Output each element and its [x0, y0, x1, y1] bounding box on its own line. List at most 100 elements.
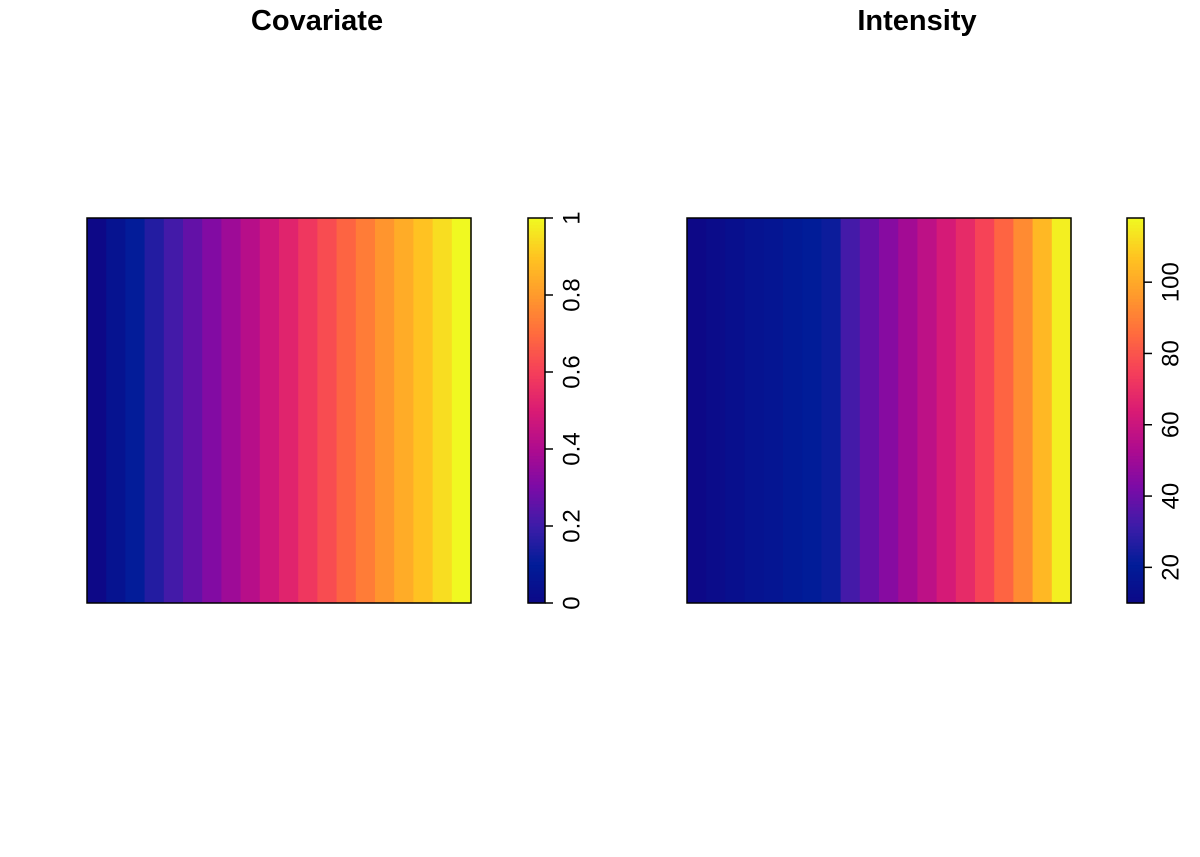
covariate-colorbar-band	[528, 420, 545, 424]
intensity-cell-16	[994, 218, 1014, 603]
intensity-colorbar-band	[1127, 218, 1144, 222]
covariate-colorbar-band	[528, 262, 545, 267]
covariate-cell-18	[432, 218, 453, 603]
intensity-colorbar-tick-label: 60	[1158, 411, 1185, 438]
intensity-cell-9	[859, 218, 880, 603]
intensity-colorbar-band	[1127, 493, 1144, 498]
intensity-cell-5	[783, 218, 803, 603]
covariate-colorbar-band	[528, 519, 545, 524]
covariate-colorbar-band	[528, 288, 545, 293]
covariate-colorbar-band	[528, 291, 545, 296]
intensity-colorbar-band	[1127, 262, 1144, 267]
intensity-colorbar-band	[1127, 317, 1144, 322]
intensity-cell-11	[898, 218, 918, 603]
covariate-colorbar-band	[528, 465, 545, 469]
intensity-colorbar-band	[1127, 577, 1144, 582]
intensity-colorbar-band	[1127, 285, 1144, 290]
intensity-cell-15	[975, 218, 995, 603]
intensity-colorbar-band	[1127, 359, 1144, 363]
covariate-colorbar-band	[528, 429, 545, 434]
covariate-colorbar-band	[528, 580, 545, 585]
covariate-cell-5	[183, 218, 203, 603]
covariate-colorbar-band	[528, 590, 545, 594]
intensity-colorbar-band	[1127, 471, 1144, 476]
intensity-colorbar-band	[1127, 391, 1144, 396]
covariate-colorbar-band	[528, 311, 545, 315]
covariate-colorbar-band	[528, 416, 545, 421]
covariate-colorbar-band	[528, 554, 545, 559]
covariate-panel: Covariate 0 0.2 0.4 0.6 0.8 1	[86, 5, 586, 610]
covariate-colorbar-band	[528, 304, 545, 309]
intensity-colorbar-band	[1127, 291, 1144, 296]
intensity-colorbar-band	[1127, 509, 1144, 514]
covariate-colorbar-band	[528, 577, 545, 582]
covariate-cell-12	[317, 218, 338, 603]
intensity-colorbar-band	[1127, 535, 1144, 540]
covariate-colorbar-band	[528, 285, 545, 290]
covariate-colorbar-band	[528, 532, 545, 537]
covariate-cell-8	[240, 218, 261, 603]
intensity-colorbar-band	[1127, 365, 1144, 370]
intensity-colorbar-band	[1127, 522, 1144, 527]
covariate-colorbar-tick-label: 0.8	[559, 278, 586, 311]
covariate-colorbar-band	[528, 586, 545, 591]
intensity-cell-6	[802, 218, 822, 603]
intensity-colorbar-band	[1127, 343, 1144, 347]
intensity-colorbar-band	[1127, 384, 1144, 389]
covariate-colorbar-band	[528, 445, 545, 450]
intensity-colorbar-band	[1127, 234, 1144, 238]
covariate-colorbar: 0 0.2 0.4 0.6 0.8 1	[527, 211, 586, 610]
intensity-colorbar-band	[1127, 272, 1144, 277]
covariate-colorbar-tick-label: 0.4	[559, 432, 586, 465]
intensity-colorbar-band	[1127, 275, 1144, 280]
covariate-colorbar-band	[528, 503, 545, 508]
intensity-colorbar-band	[1127, 362, 1144, 367]
intensity-cell-10	[879, 218, 899, 603]
covariate-colorbar-band	[528, 234, 545, 238]
covariate-colorbar-band	[528, 327, 545, 331]
intensity-colorbar-band	[1127, 461, 1144, 466]
intensity-colorbar-band	[1127, 298, 1144, 303]
covariate-colorbar-band	[528, 375, 545, 380]
covariate-colorbar-band	[528, 522, 545, 527]
intensity-colorbar-band	[1127, 586, 1144, 591]
covariate-colorbar-band	[528, 561, 545, 566]
covariate-colorbar-band	[528, 583, 545, 588]
intensity-colorbar-band	[1127, 458, 1144, 463]
intensity-colorbar-band	[1127, 378, 1144, 383]
intensity-colorbar-band	[1127, 327, 1144, 331]
covariate-colorbar-band	[528, 458, 545, 463]
covariate-cell-2	[125, 218, 146, 603]
covariate-colorbar-band	[528, 259, 545, 264]
covariate-colorbar-band	[528, 346, 545, 351]
covariate-colorbar-band	[528, 596, 545, 601]
intensity-colorbar-tick-label: 20	[1158, 554, 1185, 581]
intensity-colorbar-band	[1127, 529, 1144, 534]
covariate-cell-10	[279, 218, 299, 603]
covariate-cell-1	[106, 218, 126, 603]
covariate-colorbar-band	[528, 481, 545, 485]
intensity-colorbar-band	[1127, 307, 1144, 312]
covariate-colorbar-band	[528, 497, 545, 501]
intensity-heatmap	[687, 218, 1072, 603]
covariate-cell-17	[413, 218, 434, 603]
intensity-cell-4	[763, 218, 784, 603]
intensity-colorbar-band	[1127, 465, 1144, 469]
covariate-colorbar-band	[528, 343, 545, 347]
covariate-colorbar-band	[528, 468, 545, 473]
intensity-colorbar-band	[1127, 333, 1144, 338]
intensity-colorbar-band	[1127, 323, 1144, 328]
intensity-colorbar-band	[1127, 490, 1144, 495]
intensity-colorbar-band	[1127, 497, 1144, 501]
covariate-colorbar-band	[528, 516, 545, 521]
covariate-colorbar-band	[528, 461, 545, 466]
covariate-colorbar-band	[528, 221, 545, 226]
intensity-colorbar-band	[1127, 352, 1144, 357]
intensity-colorbar-band	[1127, 394, 1144, 399]
covariate-colorbar-band	[528, 526, 545, 530]
intensity-title: Intensity	[857, 5, 976, 37]
covariate-colorbar-band	[528, 442, 545, 447]
covariate-colorbar-band	[528, 474, 545, 479]
covariate-colorbar-band	[528, 336, 545, 341]
intensity-colorbar-frame	[1126, 217, 1145, 604]
